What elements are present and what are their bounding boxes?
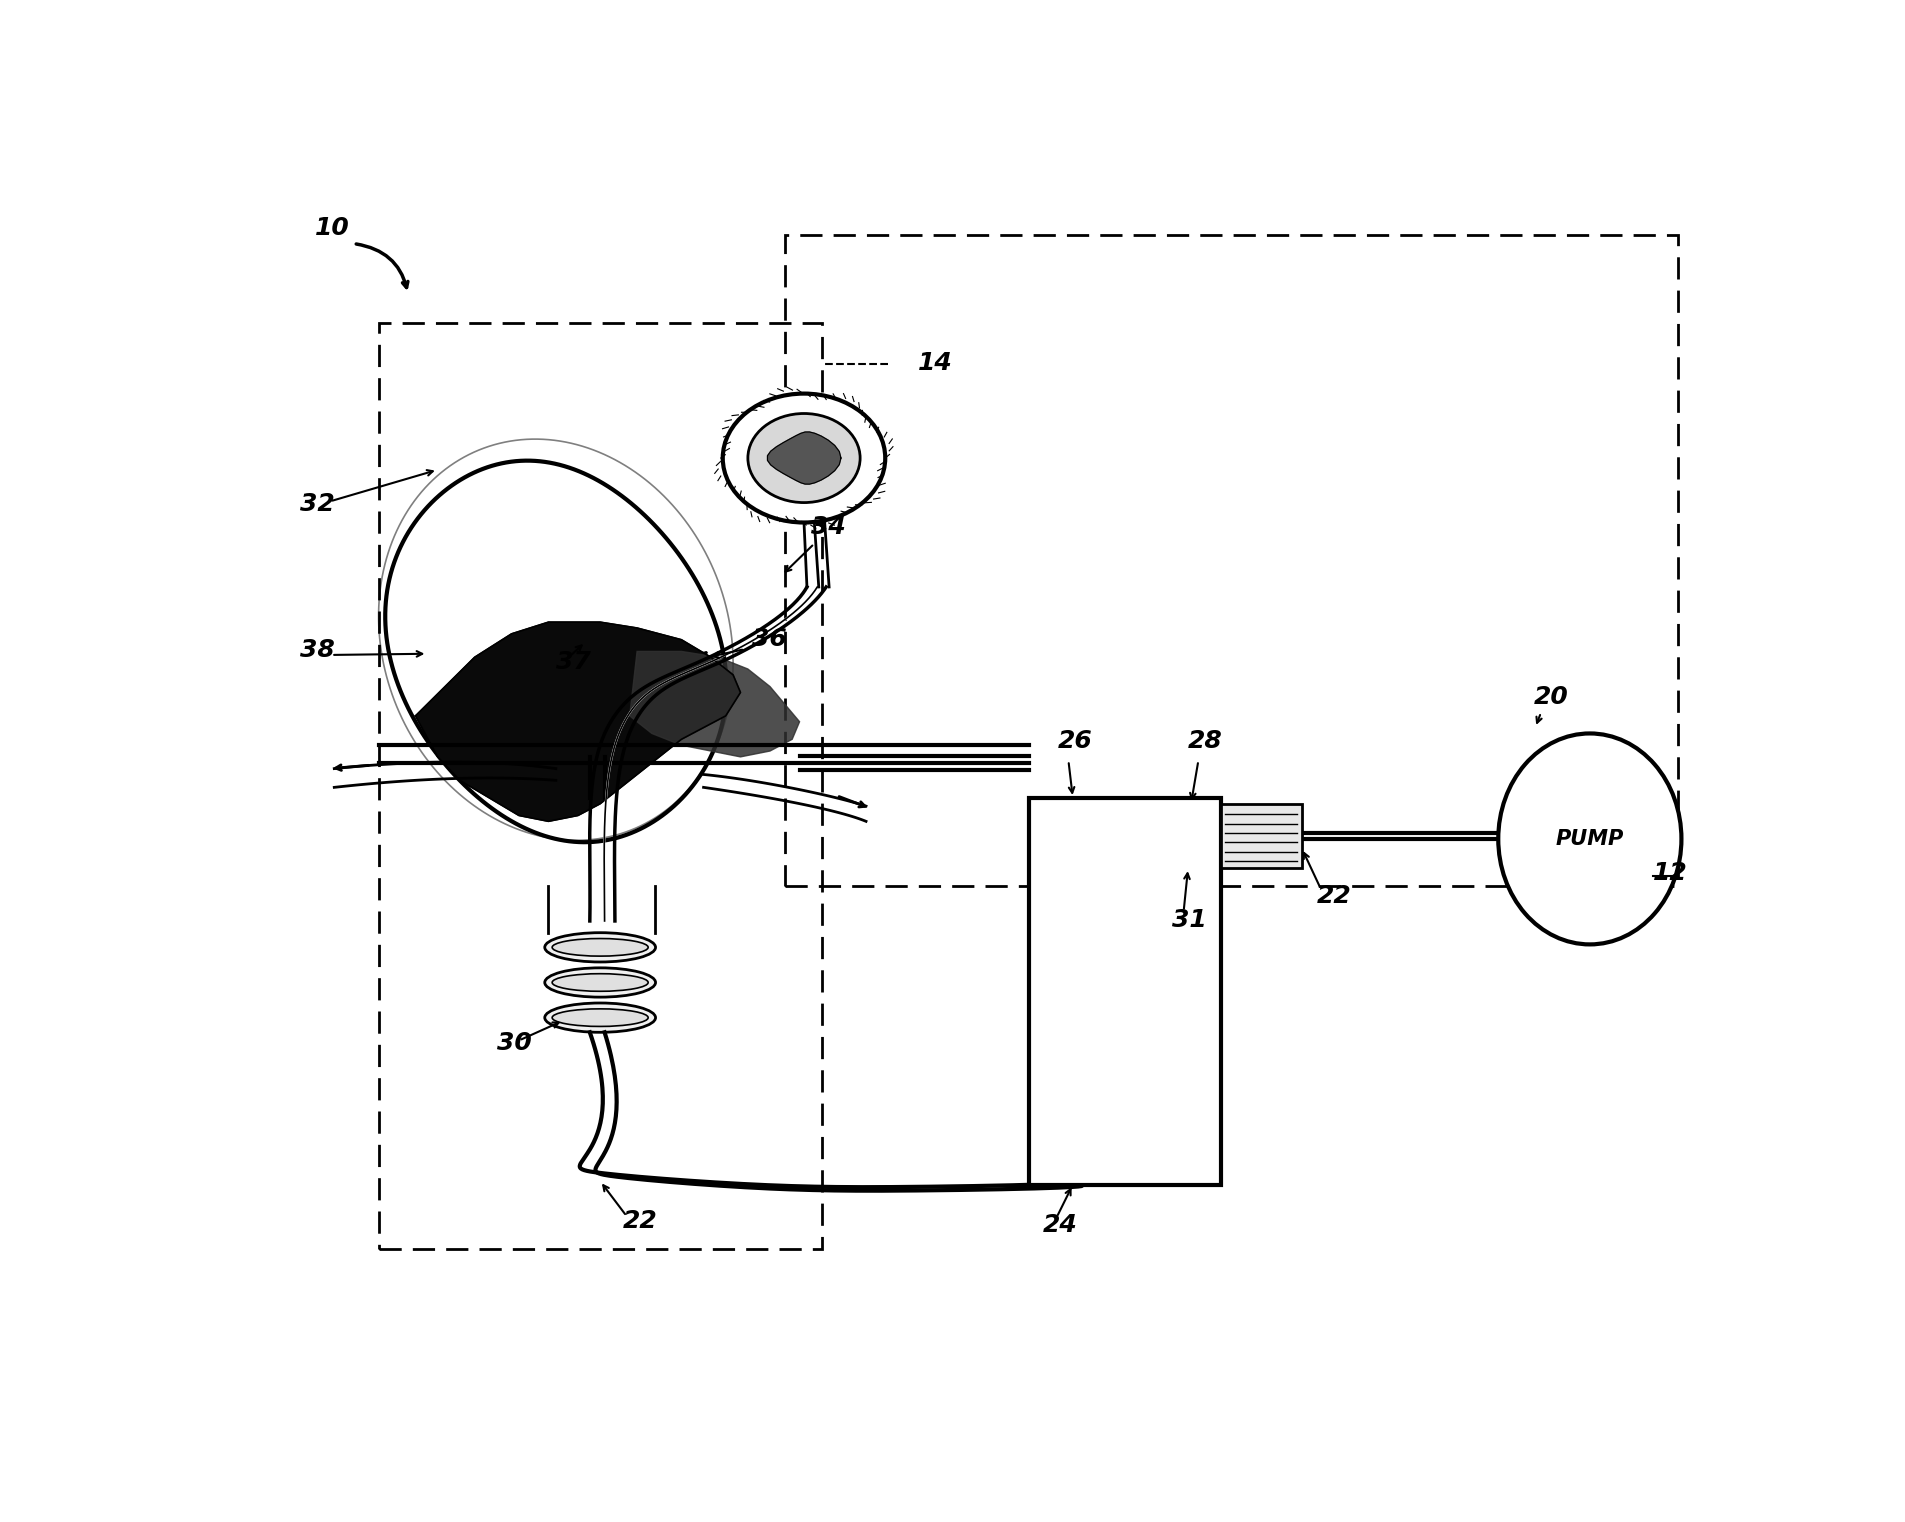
Text: 26: 26 — [1057, 729, 1092, 752]
Bar — [785, 236, 1678, 886]
Bar — [1219, 804, 1301, 868]
Ellipse shape — [552, 974, 648, 991]
Circle shape — [722, 394, 884, 522]
Text: 10: 10 — [314, 216, 351, 240]
Ellipse shape — [1497, 734, 1680, 944]
Text: 20: 20 — [1534, 685, 1568, 709]
Ellipse shape — [552, 1009, 648, 1026]
Text: 34: 34 — [812, 516, 846, 539]
Text: 37: 37 — [556, 650, 591, 674]
Ellipse shape — [545, 968, 655, 997]
Ellipse shape — [552, 939, 648, 956]
Text: 24: 24 — [1042, 1213, 1078, 1236]
Polygon shape — [768, 432, 840, 484]
Text: PUMP: PUMP — [1554, 829, 1623, 849]
Polygon shape — [415, 622, 739, 822]
Polygon shape — [629, 651, 800, 756]
Text: 14: 14 — [918, 352, 952, 374]
Text: 12: 12 — [1652, 861, 1688, 884]
Text: 30: 30 — [497, 1030, 531, 1055]
Ellipse shape — [545, 1003, 655, 1032]
Circle shape — [747, 414, 859, 502]
Ellipse shape — [545, 933, 655, 962]
Bar — [379, 323, 821, 1250]
Text: 22: 22 — [1316, 884, 1351, 909]
Text: 36: 36 — [752, 627, 787, 650]
Text: 32: 32 — [301, 492, 335, 516]
Bar — [1029, 798, 1219, 1184]
Text: 28: 28 — [1187, 729, 1223, 752]
Text: 38: 38 — [301, 638, 335, 662]
Text: 31: 31 — [1172, 907, 1206, 931]
Text: 22: 22 — [621, 1208, 657, 1233]
